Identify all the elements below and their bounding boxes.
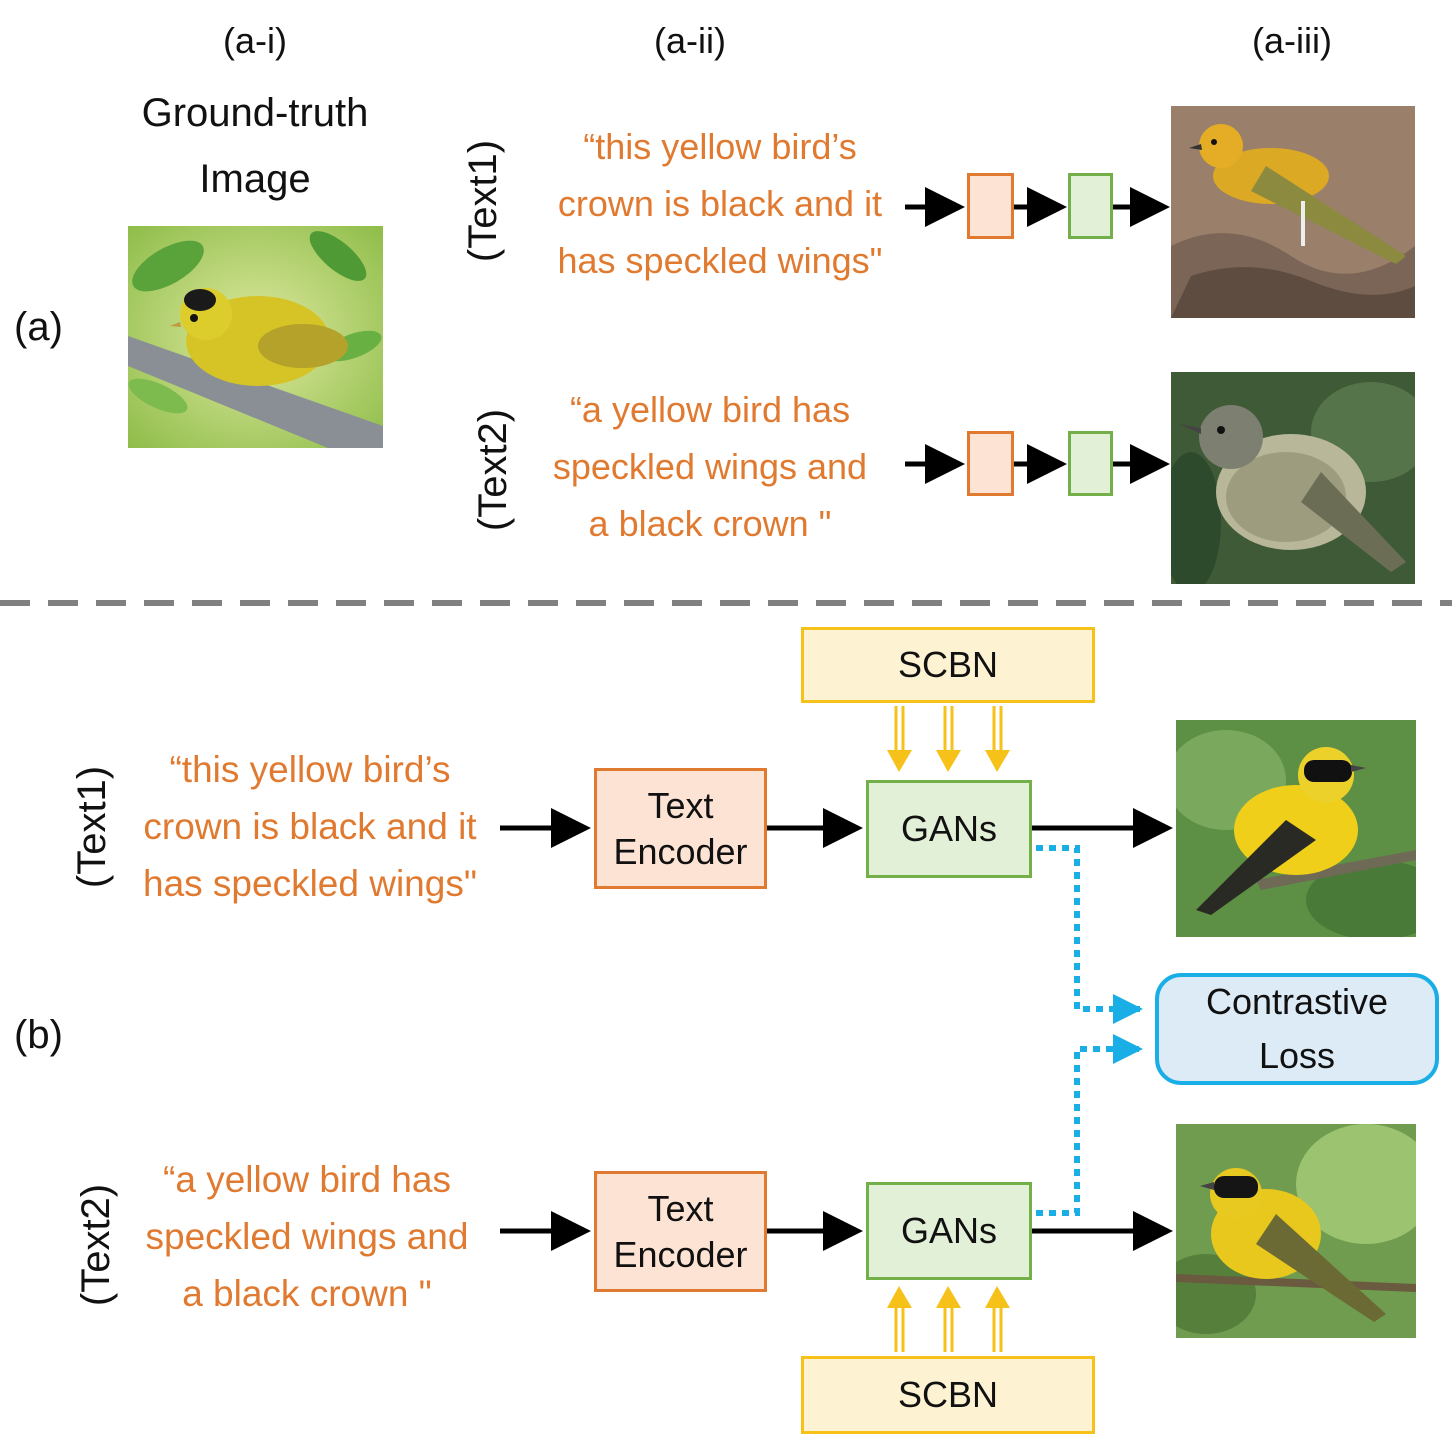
ground-truth-title: Ground-truth Image — [141, 91, 369, 201]
b-output-image-1 — [1176, 720, 1416, 937]
b-caption-text2: “a yellow bird has speckled wings and a … — [145, 1159, 469, 1314]
b-caption-text1: “this yellow bird’s crown is black and i… — [143, 749, 477, 904]
gans-box-2: GANs — [866, 1182, 1032, 1280]
a-encoder-box-2 — [967, 431, 1014, 496]
a-output-image-1 — [1171, 106, 1415, 318]
scbn-bottom-arrows — [887, 1286, 1010, 1352]
scbn-box-top: SCBN — [801, 627, 1095, 703]
a-caption-text2: “a yellow bird has speckled wings and a … — [552, 389, 868, 544]
part-a-label: (a) — [14, 305, 63, 349]
a-output-image-2 — [1171, 372, 1415, 584]
contrastive-loss-box: Contrastive Loss — [1155, 973, 1439, 1085]
contrastive-connectors — [1036, 845, 1143, 1216]
scbn-box-bottom: SCBN — [801, 1356, 1095, 1434]
a-text1-tag: (Text1) — [461, 139, 505, 263]
a-encoder-box-1 — [967, 173, 1014, 239]
b-output-image-2 — [1176, 1124, 1416, 1338]
gans-box-1: GANs — [866, 780, 1032, 878]
scbn-top-arrows — [887, 706, 1010, 772]
text-encoder-box-2: Text Encoder — [594, 1171, 767, 1292]
header-a-i: (a-i) — [223, 20, 287, 61]
a-gan-box-1 — [1068, 173, 1113, 239]
text-encoder-box-1: Text Encoder — [594, 768, 767, 889]
header-a-iii: (a-iii) — [1252, 20, 1332, 61]
header-a-ii: (a-ii) — [654, 20, 726, 61]
ground-truth-image — [128, 226, 383, 448]
a-gan-box-2 — [1068, 431, 1113, 496]
part-b-label: (b) — [14, 1013, 63, 1057]
a-caption-text1: “this yellow bird’s crown is black and i… — [557, 126, 883, 281]
